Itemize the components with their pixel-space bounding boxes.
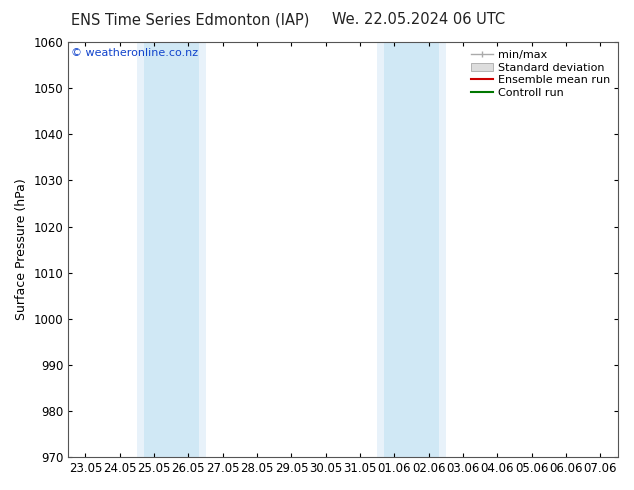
Bar bbox=[198, 42, 205, 457]
Bar bbox=[137, 42, 144, 457]
Bar bbox=[137, 42, 171, 457]
Bar bbox=[377, 42, 384, 457]
Bar bbox=[171, 42, 205, 457]
Text: ENS Time Series Edmonton (IAP): ENS Time Series Edmonton (IAP) bbox=[71, 12, 309, 27]
Text: © weatheronline.co.nz: © weatheronline.co.nz bbox=[71, 49, 198, 58]
Legend: min/max, Standard deviation, Ensemble mean run, Controll run: min/max, Standard deviation, Ensemble me… bbox=[467, 46, 614, 102]
Bar bbox=[439, 42, 446, 457]
Text: We. 22.05.2024 06 UTC: We. 22.05.2024 06 UTC bbox=[332, 12, 505, 27]
Bar bbox=[377, 42, 411, 457]
Bar bbox=[411, 42, 446, 457]
Y-axis label: Surface Pressure (hPa): Surface Pressure (hPa) bbox=[15, 179, 28, 320]
